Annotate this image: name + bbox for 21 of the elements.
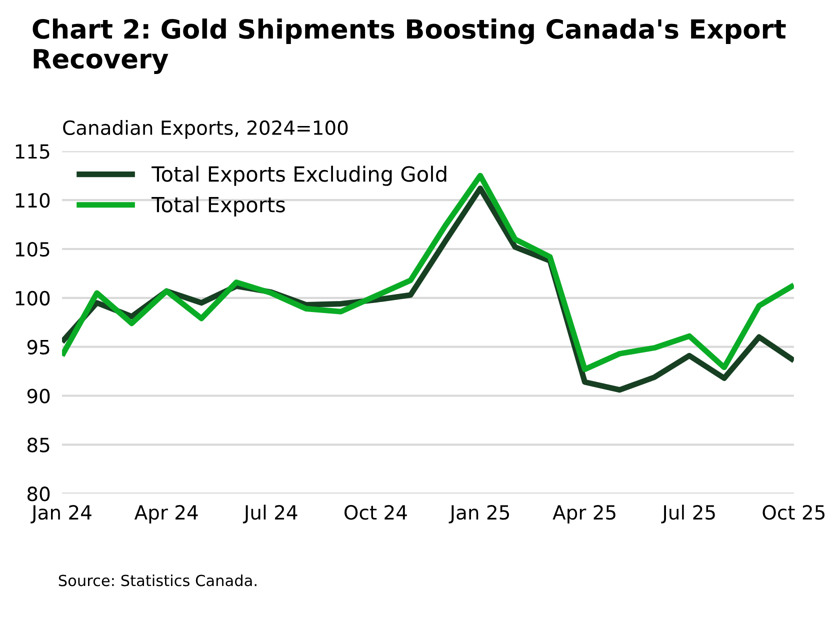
legend-label: Total Exports: [152, 196, 285, 216]
x-tick-label: Oct 25: [762, 505, 824, 520]
chart-title: Chart 2: Gold Shipments Boosting Canada's Export Recovery: [32, 18, 786, 74]
y-tick-label: 90: [27, 388, 50, 404]
legend-label: Total Exports Excluding Gold: [152, 166, 446, 186]
x-tick-label: Jan 25: [448, 505, 509, 524]
y-tick-label: 105: [16, 242, 50, 257]
y-tick-label: 95: [27, 340, 50, 355]
x-tick-label: Oct 24: [344, 505, 407, 520]
y-tick-label: 100: [16, 290, 50, 306]
x-tick-label: Apr 25: [552, 505, 616, 524]
y-tick-label: 115: [16, 144, 50, 159]
x-tick-label: Jan 24: [30, 505, 92, 524]
y-tick-label: 110: [16, 193, 50, 208]
source-note: Source: Statistics Canada.: [58, 574, 256, 586]
x-tick-label: Jul 25: [661, 504, 715, 524]
y-tick-label: 85: [27, 438, 50, 452]
x-tick-label: Jul 24: [242, 504, 298, 524]
y-tick-label: 80: [27, 486, 50, 502]
x-tick-label: Apr 24: [134, 505, 198, 524]
y-axis-title: Canadian Exports, 2024=100: [63, 120, 348, 139]
